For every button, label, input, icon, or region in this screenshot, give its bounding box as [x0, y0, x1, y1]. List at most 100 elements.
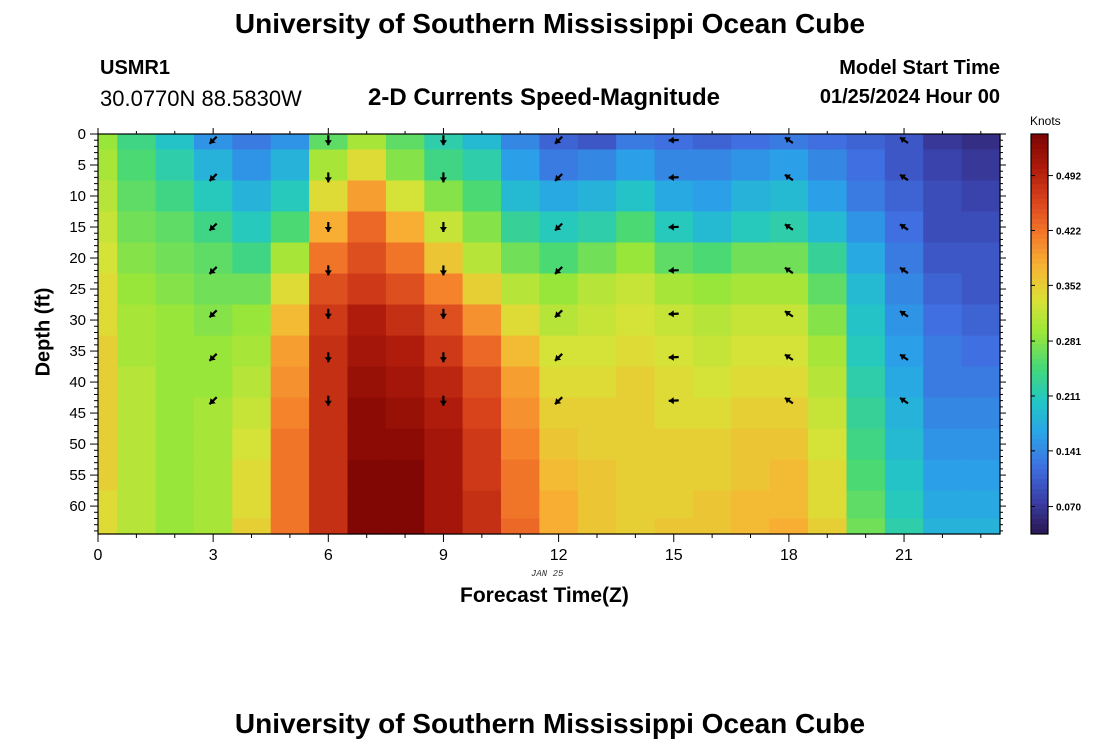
colorbar-segment	[1031, 374, 1048, 380]
heatmap-cell	[501, 397, 540, 430]
heatmap-cell	[117, 149, 157, 182]
heatmap-cell	[309, 518, 349, 535]
heatmap-cell	[232, 304, 272, 337]
heatmap-cell	[462, 459, 502, 492]
heatmap-cell	[808, 397, 848, 430]
heatmap-cell	[424, 518, 464, 535]
heatmap-cell	[846, 490, 886, 520]
current-arrow-icon	[554, 135, 563, 145]
heatmap-cell	[884, 335, 924, 368]
heatmap-cell	[692, 366, 732, 399]
heatmap-cell	[270, 134, 310, 151]
heatmap-cell	[577, 366, 617, 399]
heatmap-cell	[884, 428, 924, 461]
heatmap-cell	[462, 366, 502, 399]
heatmap-cell	[616, 490, 656, 520]
heatmap-cell	[731, 273, 771, 306]
heatmap-cell	[117, 428, 157, 461]
colorbar-segment	[1031, 484, 1048, 490]
colorbar-segment	[1031, 269, 1048, 275]
heatmap-cell	[923, 273, 963, 306]
heatmap-cell	[616, 211, 656, 244]
heatmap-cell	[232, 490, 272, 520]
heatmap-cell	[923, 134, 963, 151]
heatmap-cell	[884, 304, 924, 337]
current-arrow-icon	[208, 135, 218, 145]
heatmap-cell	[846, 304, 886, 337]
current-arrow-icon	[554, 266, 563, 275]
heatmap-cell	[808, 180, 848, 213]
y-tick-label: 20	[69, 250, 86, 267]
current-arrow-icon	[554, 309, 563, 319]
heatmap-cell	[961, 459, 1001, 492]
x-tick-label: 0	[94, 547, 103, 564]
heatmap-cell	[961, 273, 1001, 306]
colorbar-segment	[1031, 179, 1048, 185]
heatmap-cell	[424, 366, 464, 399]
heatmap-cell	[424, 180, 464, 213]
heatmap-cell	[347, 134, 387, 151]
heatmap-cell	[232, 149, 272, 182]
heatmap-cell	[961, 366, 1001, 399]
model-start-label: Model Start Time	[839, 57, 1000, 79]
heatmap-cell	[731, 518, 771, 535]
current-vectors	[208, 135, 909, 406]
heatmap-cell	[155, 149, 195, 182]
heatmap-cell	[769, 335, 809, 368]
heatmap-cell	[347, 490, 387, 520]
heatmap-cell	[923, 397, 963, 430]
colorbar-segment	[1031, 154, 1048, 160]
heatmap-cell	[462, 335, 502, 368]
x-tick-label: 6	[324, 547, 333, 564]
heatmap-cell	[616, 180, 656, 213]
heatmap-cell	[769, 518, 809, 535]
colorbar-segment	[1031, 204, 1048, 210]
colorbar-segment	[1031, 494, 1048, 500]
colorbar-segment	[1031, 259, 1048, 265]
heatmap-cell	[846, 211, 886, 244]
heatmap-cell	[194, 518, 233, 535]
heatmap-cell	[117, 134, 157, 151]
heatmap-cell	[808, 273, 848, 306]
heatmap-cell	[347, 304, 387, 337]
current-arrow-icon	[324, 172, 332, 183]
heatmap-cell	[616, 273, 656, 306]
heatmap-cell	[961, 242, 1001, 275]
heatmap-cell	[309, 428, 349, 461]
current-arrow-icon	[554, 396, 563, 405]
heatmap-cell	[539, 180, 579, 213]
y-tick-label: 60	[69, 498, 86, 515]
current-arrow-icon	[899, 396, 909, 405]
heatmap-cell	[923, 304, 963, 337]
colorbar-segment	[1031, 519, 1048, 525]
y-tick-label: 10	[69, 188, 86, 205]
heatmap-cell	[961, 211, 1001, 244]
heatmap-cell	[501, 490, 540, 520]
current-arrow-icon	[324, 352, 332, 363]
heatmap-cell	[539, 304, 579, 337]
current-arrow-icon	[784, 396, 794, 405]
heatmap-cell	[270, 428, 310, 461]
heatmap-cell	[923, 211, 963, 244]
heatmap-cell	[385, 459, 425, 492]
heatmap-cell	[309, 366, 349, 399]
colorbar-segment	[1031, 134, 1048, 140]
heatmap-cell	[846, 134, 886, 151]
heatmap-cell	[462, 490, 502, 520]
heatmap-cell	[347, 366, 387, 399]
heatmap-cell	[961, 397, 1001, 430]
heatmap-cell	[270, 397, 310, 430]
heatmap-cell	[347, 428, 387, 461]
colorbar-segment	[1031, 409, 1048, 415]
heatmap-cell	[692, 211, 732, 244]
heatmap-cell	[731, 459, 771, 492]
heatmap-cell	[270, 366, 310, 399]
heatmap-cell	[577, 273, 617, 306]
heatmap-cell	[117, 304, 157, 337]
colorbar-segment	[1031, 149, 1048, 155]
heatmap-cell	[654, 134, 694, 151]
heatmap-cell	[577, 397, 617, 430]
heatmap-cell	[385, 335, 425, 368]
current-arrow-icon	[439, 172, 447, 183]
colorbar-segment	[1031, 274, 1048, 280]
